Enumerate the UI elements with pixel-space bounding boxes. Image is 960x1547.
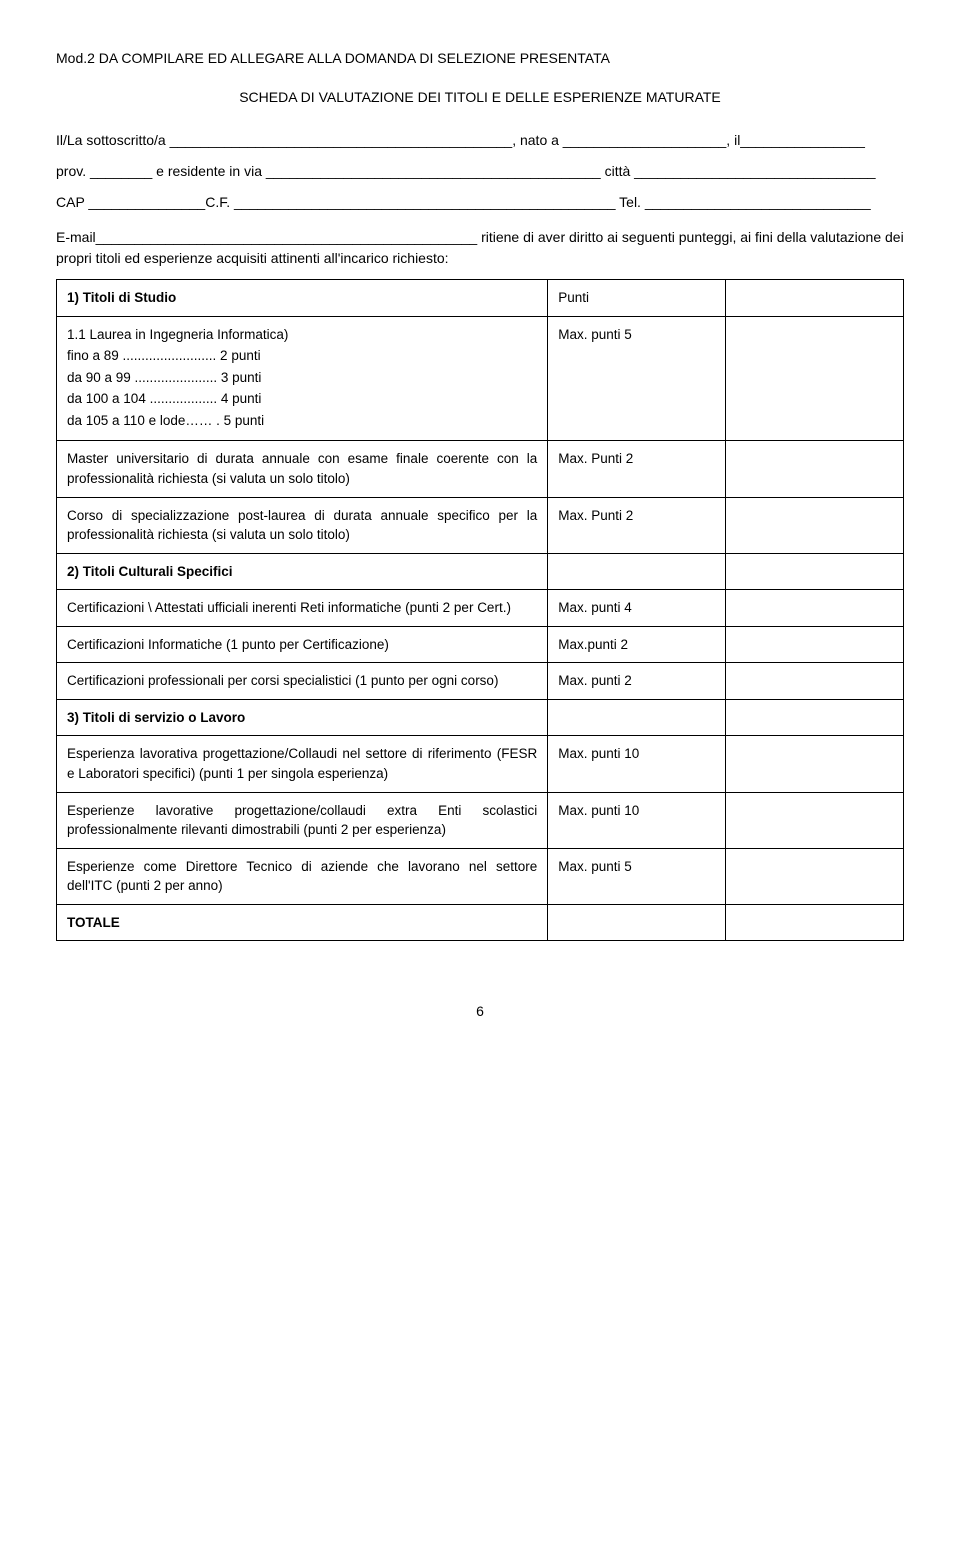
esp-lav-2-text: Esperienze lavorative progettazione/coll… (57, 792, 548, 848)
table-row: Esperienze lavorative progettazione/coll… (57, 792, 904, 848)
table-row: 1) Titoli di Studio Punti (57, 280, 904, 317)
master-text: Master universitario di durata annuale c… (57, 441, 548, 497)
form-line-2: prov. ________ e residente in via ______… (56, 161, 904, 182)
table-row: Certificazioni Informatiche (1 punto per… (57, 626, 904, 663)
empty-cell (726, 590, 904, 627)
cert-reti-pts: Max. punti 4 (548, 590, 726, 627)
section1-title: 1) Titoli di Studio (57, 280, 548, 317)
spec-text: Corso di specializzazione post-laurea di… (57, 497, 548, 553)
esp-lav-1-text: Esperienza lavorativa progettazione/Coll… (57, 736, 548, 792)
empty-cell (548, 904, 726, 941)
cert-info-pts: Max.punti 2 (548, 626, 726, 663)
empty-cell (726, 441, 904, 497)
empty-cell (548, 553, 726, 590)
laurea-cell: 1.1 Laurea in Ingegneria Informatica) fi… (57, 316, 548, 441)
laurea-pts: Max. punti 5 (548, 316, 726, 441)
empty-cell (548, 699, 726, 736)
totale-label: TOTALE (57, 904, 548, 941)
cert-prof-text: Certificazioni professionali per corsi s… (57, 663, 548, 700)
laurea-l4: da 100 a 104 .................. 4 punti (67, 389, 537, 409)
table-row: Master universitario di durata annuale c… (57, 441, 904, 497)
empty-cell (726, 699, 904, 736)
empty-cell (726, 626, 904, 663)
esp-dir-pts: Max. punti 5 (548, 848, 726, 904)
master-pts: Max. Punti 2 (548, 441, 726, 497)
table-row: Certificazioni \ Attestati ufficiali ine… (57, 590, 904, 627)
table-row: Esperienza lavorativa progettazione/Coll… (57, 736, 904, 792)
empty-cell (726, 316, 904, 441)
spec-pts: Max. Punti 2 (548, 497, 726, 553)
empty-cell (726, 553, 904, 590)
cert-reti-text: Certificazioni \ Attestati ufficiali ine… (57, 590, 548, 627)
table-row: 3) Titoli di servizio o Lavoro (57, 699, 904, 736)
section3-title: 3) Titoli di servizio o Lavoro (57, 699, 548, 736)
page-number: 6 (56, 1001, 904, 1022)
empty-cell (726, 848, 904, 904)
form-line-1: Il/La sottoscritto/a ___________________… (56, 130, 904, 151)
empty-cell (726, 792, 904, 848)
table-row: Certificazioni professionali per corsi s… (57, 663, 904, 700)
empty-cell (726, 904, 904, 941)
table-row: Corso di specializzazione post-laurea di… (57, 497, 904, 553)
section1-punti: Punti (548, 280, 726, 317)
mod-line: Mod.2 DA COMPILARE ED ALLEGARE ALLA DOMA… (56, 48, 904, 69)
table-row: Esperienze come Direttore Tecnico di azi… (57, 848, 904, 904)
empty-cell (726, 736, 904, 792)
table-row: TOTALE (57, 904, 904, 941)
form-line-4: E-mail__________________________________… (56, 227, 904, 269)
esp-lav-2-pts: Max. punti 10 (548, 792, 726, 848)
form-line-3: CAP _______________C.F. ________________… (56, 192, 904, 213)
scheda-line: SCHEDA DI VALUTAZIONE DEI TITOLI E DELLE… (56, 87, 904, 108)
section2-title: 2) Titoli Culturali Specifici (57, 553, 548, 590)
laurea-l1: 1.1 Laurea in Ingegneria Informatica) (67, 325, 537, 345)
empty-cell (726, 280, 904, 317)
table-row: 1.1 Laurea in Ingegneria Informatica) fi… (57, 316, 904, 441)
esp-dir-text: Esperienze come Direttore Tecnico di azi… (57, 848, 548, 904)
laurea-l5: da 105 a 110 e lode…… . 5 punti (67, 411, 537, 431)
evaluation-table: 1) Titoli di Studio Punti 1.1 Laurea in … (56, 279, 904, 941)
cert-info-text: Certificazioni Informatiche (1 punto per… (57, 626, 548, 663)
form-lines: Il/La sottoscritto/a ___________________… (56, 130, 904, 269)
table-row: 2) Titoli Culturali Specifici (57, 553, 904, 590)
laurea-l2: fino a 89 ......................... 2 pu… (67, 346, 537, 366)
empty-cell (726, 663, 904, 700)
empty-cell (726, 497, 904, 553)
esp-lav-1-pts: Max. punti 10 (548, 736, 726, 792)
laurea-l3: da 90 a 99 ...................... 3 punt… (67, 368, 537, 388)
cert-prof-pts: Max. punti 2 (548, 663, 726, 700)
